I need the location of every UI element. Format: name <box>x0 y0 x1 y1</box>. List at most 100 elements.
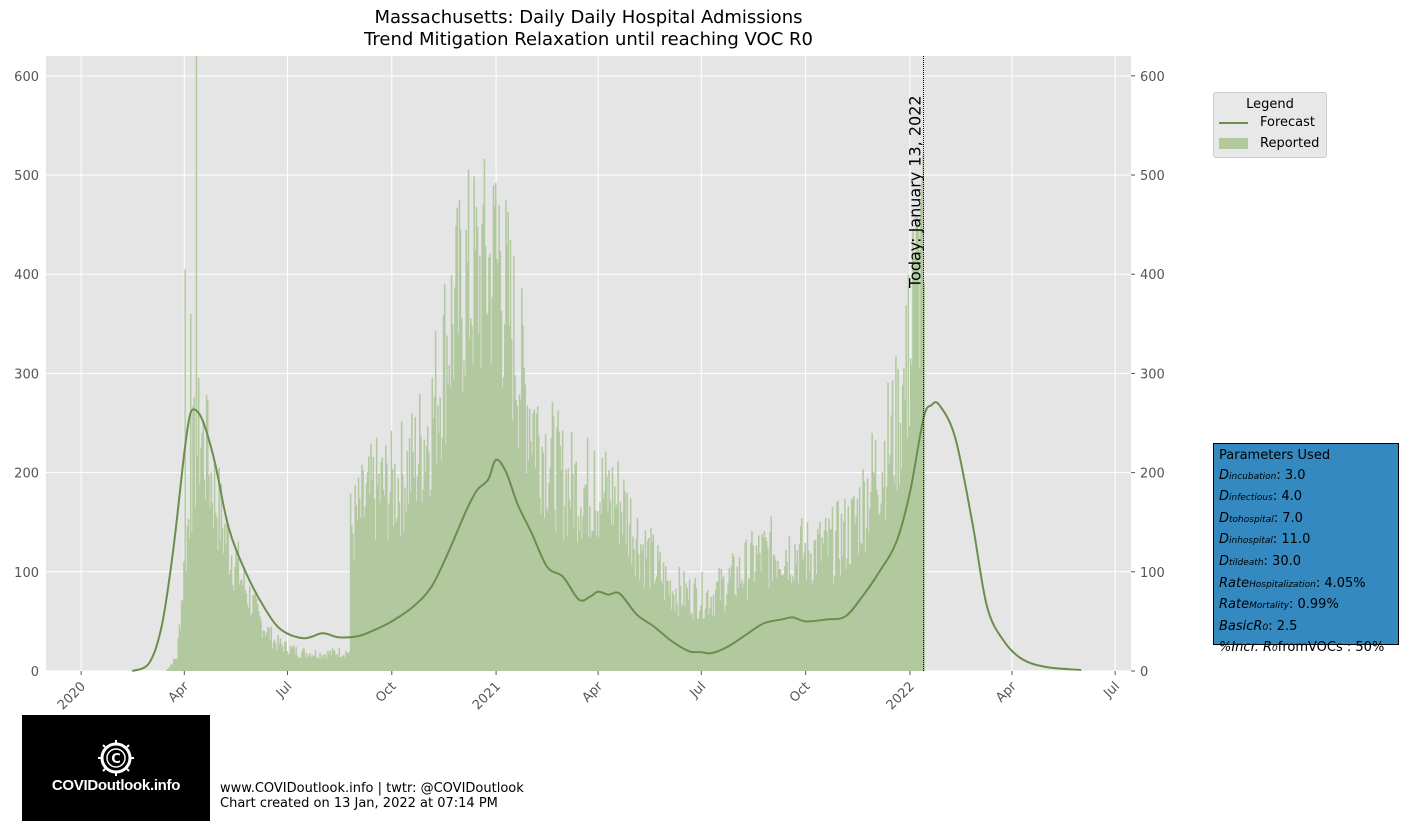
parameters-box: Parameters Used Dincubation: 3.0 Dinfecti… <box>1213 443 1399 655</box>
reported-bar <box>606 476 608 671</box>
reported-bar <box>319 652 321 671</box>
reported-bar <box>699 610 701 671</box>
reported-bar <box>357 477 360 671</box>
reported-bar <box>268 627 270 671</box>
reported-bar <box>703 618 706 671</box>
reported-bar <box>683 571 685 671</box>
reported-bar <box>560 470 563 671</box>
y-tick-label-right: 0 <box>1140 665 1148 680</box>
reported-bar <box>612 525 615 671</box>
logo: C COVIDoutlook.info <box>22 715 210 821</box>
reported-bar <box>839 575 842 671</box>
reported-bar <box>814 539 817 671</box>
reported-bar <box>592 530 595 671</box>
parameter-subscript: tohospital <box>1229 514 1274 525</box>
reported-bar <box>878 514 880 671</box>
reported-bar <box>278 644 280 671</box>
reported-bar <box>516 405 519 671</box>
reported-bar <box>449 386 452 671</box>
reported-bar <box>550 438 553 671</box>
reported-bar <box>717 581 719 671</box>
reported-bar <box>764 537 767 671</box>
reported-bar <box>318 659 320 671</box>
reported-bar <box>316 657 319 671</box>
reported-bar <box>684 606 686 671</box>
reported-bar <box>669 580 672 671</box>
reported-bar <box>497 263 499 671</box>
reported-bar <box>392 526 395 671</box>
reported-bar <box>738 556 741 671</box>
reported-bar <box>462 392 464 671</box>
reported-bar <box>674 610 676 671</box>
reported-bar <box>777 560 779 671</box>
reported-bar <box>907 274 910 671</box>
reported-bar <box>655 576 658 671</box>
reported-bar <box>789 574 792 671</box>
x-tick-label: Jul <box>1101 679 1123 701</box>
reported-bar <box>832 583 835 671</box>
reported-bar <box>691 613 693 671</box>
reported-bar <box>826 531 828 671</box>
parameter-subscript: tildeath <box>1229 557 1264 568</box>
reported-bar <box>411 413 413 671</box>
reported-bar <box>798 544 801 671</box>
reported-bar <box>877 494 879 671</box>
reported-bar <box>705 592 708 671</box>
reported-bar <box>467 169 470 671</box>
reported-bar <box>270 626 273 671</box>
reported-bar <box>562 539 565 671</box>
reported-bar <box>404 487 406 671</box>
reported-bar <box>602 498 605 671</box>
reported-bar <box>697 618 700 671</box>
reported-bar <box>807 550 810 671</box>
reported-bar <box>696 619 699 671</box>
reported-bar <box>472 364 474 671</box>
reported-bar <box>267 627 269 671</box>
reported-bar <box>508 326 511 671</box>
reported-bar <box>433 396 436 671</box>
reported-bar <box>491 296 494 671</box>
reported-bar <box>590 537 592 671</box>
x-tick-label: 2021 <box>470 679 504 713</box>
reported-bar <box>174 659 176 671</box>
reported-bar <box>352 533 354 671</box>
reported-bar <box>233 590 235 671</box>
reported-bar <box>843 521 845 671</box>
reported-bar <box>702 618 704 671</box>
x-tick-label: Apr <box>579 679 606 706</box>
reported-bar <box>321 654 324 671</box>
reported-bar <box>819 521 821 671</box>
reported-bar <box>363 516 365 671</box>
reported-bar <box>328 653 330 671</box>
reported-bar <box>378 473 380 671</box>
reported-bar <box>909 358 912 671</box>
reported-bar <box>617 460 619 671</box>
reported-bar <box>298 657 301 671</box>
reported-bar <box>810 553 812 671</box>
reported-bar <box>711 615 714 671</box>
reported-bar <box>324 654 327 671</box>
reported-bar <box>481 223 483 671</box>
reported-bar <box>176 658 178 671</box>
reported-bar <box>255 598 258 671</box>
reported-bar <box>804 543 807 671</box>
reported-bar <box>168 667 170 671</box>
reported-bar <box>407 503 410 671</box>
legend-forecast-label: Forecast <box>1260 115 1316 130</box>
reported-bar <box>494 182 497 671</box>
reported-bar <box>915 214 918 672</box>
parameter-value: : 11.0 <box>1272 532 1311 548</box>
reported-bar <box>905 305 907 671</box>
reported-bar <box>273 639 276 671</box>
copyright-virus-icon: C <box>98 740 134 776</box>
reported-bar <box>248 586 251 671</box>
reported-bar <box>536 406 539 671</box>
reported-bar <box>522 325 524 671</box>
reported-bar <box>202 420 204 671</box>
reported-bar <box>229 569 232 671</box>
reported-bar <box>475 207 478 671</box>
reported-bar <box>660 581 663 671</box>
reported-bar <box>710 596 712 671</box>
reported-bar <box>239 580 242 671</box>
reported-bar <box>484 246 487 671</box>
